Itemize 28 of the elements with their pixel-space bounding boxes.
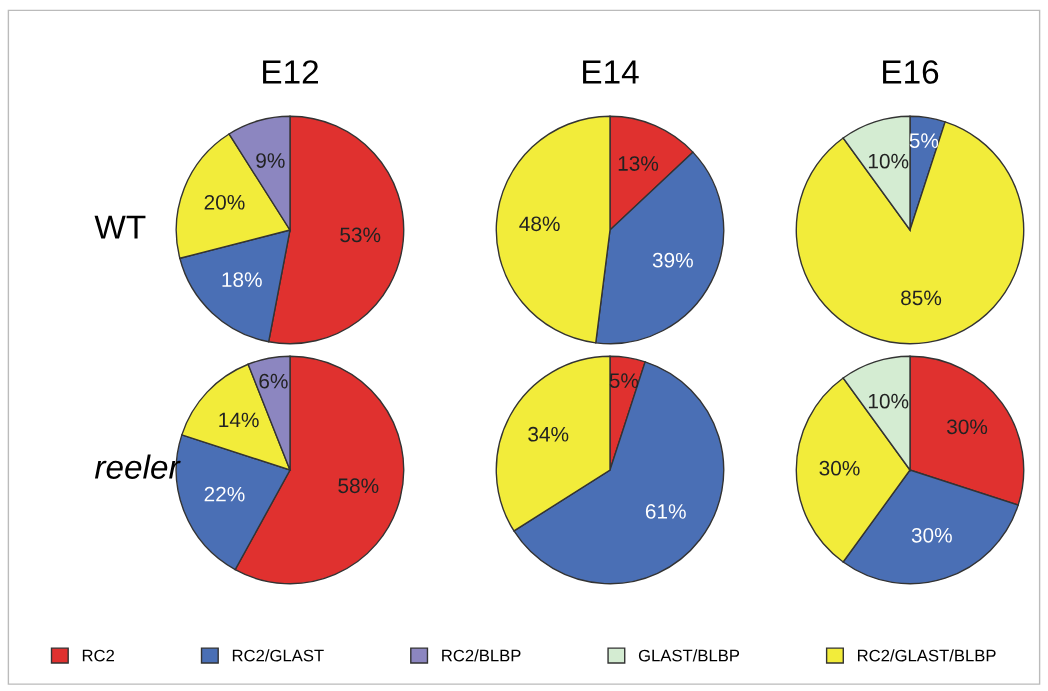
data-label: 30%	[946, 419, 988, 435]
data-label: 22%	[204, 486, 245, 502]
data-label: 48%	[519, 216, 560, 232]
data-label: 61%	[645, 504, 686, 519]
data-label: 20%	[204, 194, 245, 210]
data-label: 9%	[256, 153, 285, 168]
category-label: RC2/GLAST	[232, 649, 324, 662]
text: WT	[94, 215, 146, 239]
data-label: 14%	[219, 412, 259, 428]
category-label: RC2	[82, 649, 115, 662]
data-label: 13%	[618, 156, 659, 171]
chart-title: E16	[883, 60, 939, 84]
data-label: 10%	[868, 153, 909, 169]
data-label: 85%	[901, 290, 942, 306]
data-label: 39%	[652, 252, 693, 268]
category-label: GLAST/BLBP	[638, 649, 740, 662]
data-label: 6%	[259, 373, 288, 389]
data-label: 10%	[868, 393, 909, 409]
category-label: RC2/GLAST/BLBP	[857, 649, 996, 662]
data-label: 18%	[222, 272, 262, 287]
data-label: 30%	[819, 460, 860, 476]
data-label: 30%	[911, 527, 952, 543]
data-label: 34%	[528, 426, 569, 442]
data-label: 53%	[340, 227, 381, 243]
chart-title: E12	[263, 60, 318, 84]
category-label: RC2/BLBP	[442, 649, 521, 662]
chart-title: E14	[583, 60, 639, 84]
data-label: 58%	[338, 478, 379, 494]
